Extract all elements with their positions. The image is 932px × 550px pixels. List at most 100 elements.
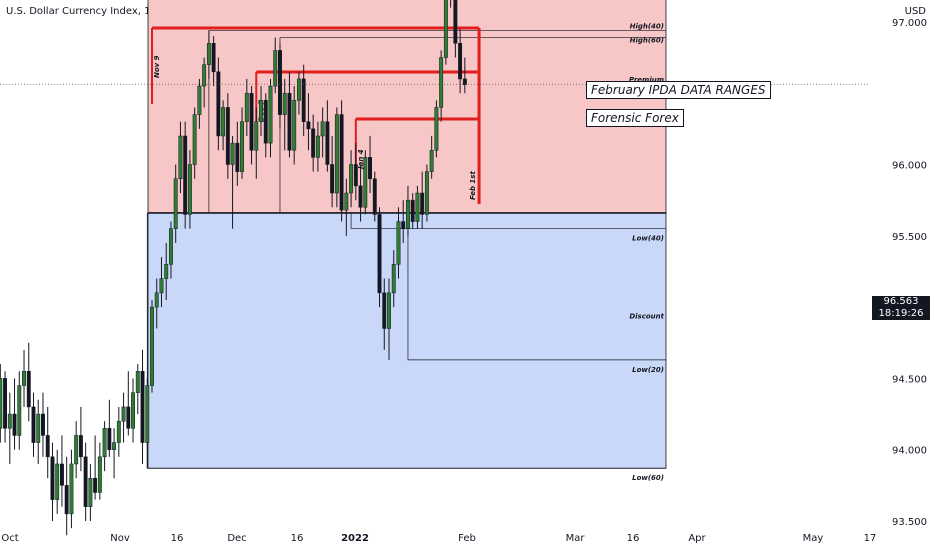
candle (93, 435, 98, 500)
candle-body (55, 463, 60, 500)
candle-body (41, 413, 45, 436)
level-label-high60: High(60) (630, 37, 664, 45)
candle-body (363, 157, 368, 208)
candle-body (97, 456, 102, 493)
candle (22, 349, 26, 407)
level-label-discount: Discount (629, 313, 664, 321)
level-label-premium: Premium (629, 76, 664, 84)
candle-body (150, 306, 154, 386)
candle-body (330, 164, 335, 194)
candle-body (50, 456, 55, 500)
candle-body (353, 164, 358, 187)
candle (159, 257, 164, 308)
candle-body (192, 114, 197, 165)
discount-zone (147, 212, 667, 469)
candle (102, 421, 107, 472)
candle (107, 399, 112, 457)
candle (306, 93, 311, 151)
candle-body (368, 157, 372, 180)
candle (17, 371, 22, 450)
candle (135, 364, 140, 415)
candle (31, 392, 36, 457)
candle (235, 121, 240, 186)
candle-body (7, 413, 12, 429)
candle-body (121, 406, 126, 422)
candle-body (83, 456, 88, 507)
candle-body (230, 142, 235, 165)
x-tick-label: Mar (566, 533, 586, 544)
candle-body (69, 463, 74, 515)
candle (164, 242, 169, 300)
candle (353, 143, 358, 201)
candle (301, 64, 306, 136)
author-note: Forensic Forex (586, 109, 684, 127)
candle-body (240, 121, 245, 172)
candle-body (178, 135, 183, 180)
candle-body (372, 178, 377, 215)
candle-body (164, 264, 169, 279)
countdown-tag: 18:19:26 (872, 308, 930, 320)
candle (249, 86, 254, 165)
candle-body (278, 50, 282, 115)
candle (420, 171, 425, 229)
y-tick-label: 95.500 (892, 232, 927, 243)
candle-body (169, 228, 173, 265)
candle (83, 442, 88, 521)
x-tick-label: Apr (688, 533, 706, 544)
candle (330, 135, 335, 208)
candle (26, 342, 31, 422)
candle (131, 378, 135, 443)
candle (0, 364, 3, 443)
candle-body (36, 413, 41, 443)
candle-body (406, 199, 410, 229)
candle (74, 421, 79, 479)
candle-body (159, 278, 164, 294)
x-tick-label: 16 (291, 533, 304, 544)
candle-body (216, 71, 221, 137)
candle (315, 121, 320, 172)
candle (221, 100, 226, 151)
candle (41, 392, 45, 457)
candle-body (31, 406, 36, 443)
candle (325, 100, 330, 172)
candle (462, 57, 467, 94)
candle-body (391, 264, 396, 294)
candle (169, 221, 173, 279)
candle-body (268, 85, 273, 144)
candle-body (382, 292, 387, 329)
candle-body (235, 142, 240, 172)
x-tick-label: 16 (627, 533, 640, 544)
candle-body (377, 214, 382, 294)
candle-body (93, 477, 98, 493)
candle (225, 93, 230, 179)
candle-body (116, 420, 121, 443)
y-tick-label: 93.500 (892, 517, 927, 528)
x-tick-label: Oct (1, 533, 18, 544)
candle (7, 392, 12, 464)
candle-body (206, 43, 211, 65)
candle (88, 463, 93, 521)
candle (406, 185, 410, 236)
candle (240, 107, 245, 179)
candle (278, 43, 282, 129)
candle-body (415, 192, 420, 222)
candle-body (45, 435, 50, 458)
candle-body (420, 192, 425, 215)
candle (192, 107, 197, 179)
x-tick-label: May (803, 533, 824, 544)
candle-body (344, 192, 349, 211)
candle (396, 207, 401, 279)
candle (334, 107, 339, 208)
candle-body (259, 100, 263, 122)
candle-body (17, 385, 22, 436)
candle-body (458, 43, 463, 80)
y-tick-label: 94.500 (892, 374, 927, 385)
candle (263, 93, 268, 158)
candle-body (74, 435, 79, 465)
candle-body (202, 64, 207, 87)
candle (197, 78, 202, 129)
candle-body (439, 57, 444, 108)
candle-body (401, 221, 406, 229)
candle-body (301, 78, 306, 122)
